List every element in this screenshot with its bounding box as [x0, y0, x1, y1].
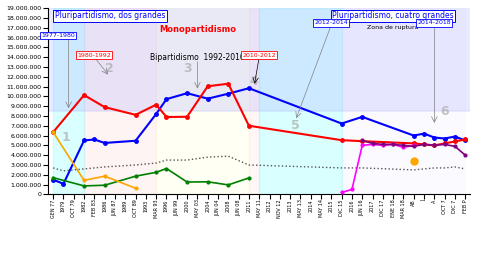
Bar [249, 8, 259, 194]
Text: 6: 6 [440, 104, 449, 117]
Text: 3: 3 [183, 62, 192, 75]
Text: 5: 5 [291, 119, 300, 132]
Text: Pluripartidismo, dos grandes: Pluripartidismo, dos grandes [55, 11, 165, 21]
Text: 4: 4 [250, 75, 258, 88]
Bar [156, 8, 249, 194]
Bar [259, 8, 342, 194]
Text: 2014-2018: 2014-2018 [418, 20, 451, 25]
Bar [84, 8, 156, 194]
Text: 2012-2014: 2012-2014 [314, 20, 348, 25]
Bar [53, 8, 84, 194]
Text: 2: 2 [106, 62, 114, 75]
Text: 1980-1992: 1980-1992 [77, 53, 111, 58]
Text: Zona de ruptura: Zona de ruptura [367, 25, 419, 30]
Text: Pluripartidismo, cuatro grandes: Pluripartidismo, cuatro grandes [332, 11, 454, 21]
Bar [342, 8, 465, 194]
Text: 1977-1980: 1977-1980 [41, 33, 75, 38]
Text: Monopartidismo: Monopartidismo [159, 25, 236, 34]
Text: Bipartidismo  1992-2010: Bipartidismo 1992-2010 [150, 53, 245, 62]
Text: 1: 1 [61, 131, 70, 144]
Circle shape [0, 0, 480, 111]
Text: 2010-2012: 2010-2012 [242, 53, 276, 58]
